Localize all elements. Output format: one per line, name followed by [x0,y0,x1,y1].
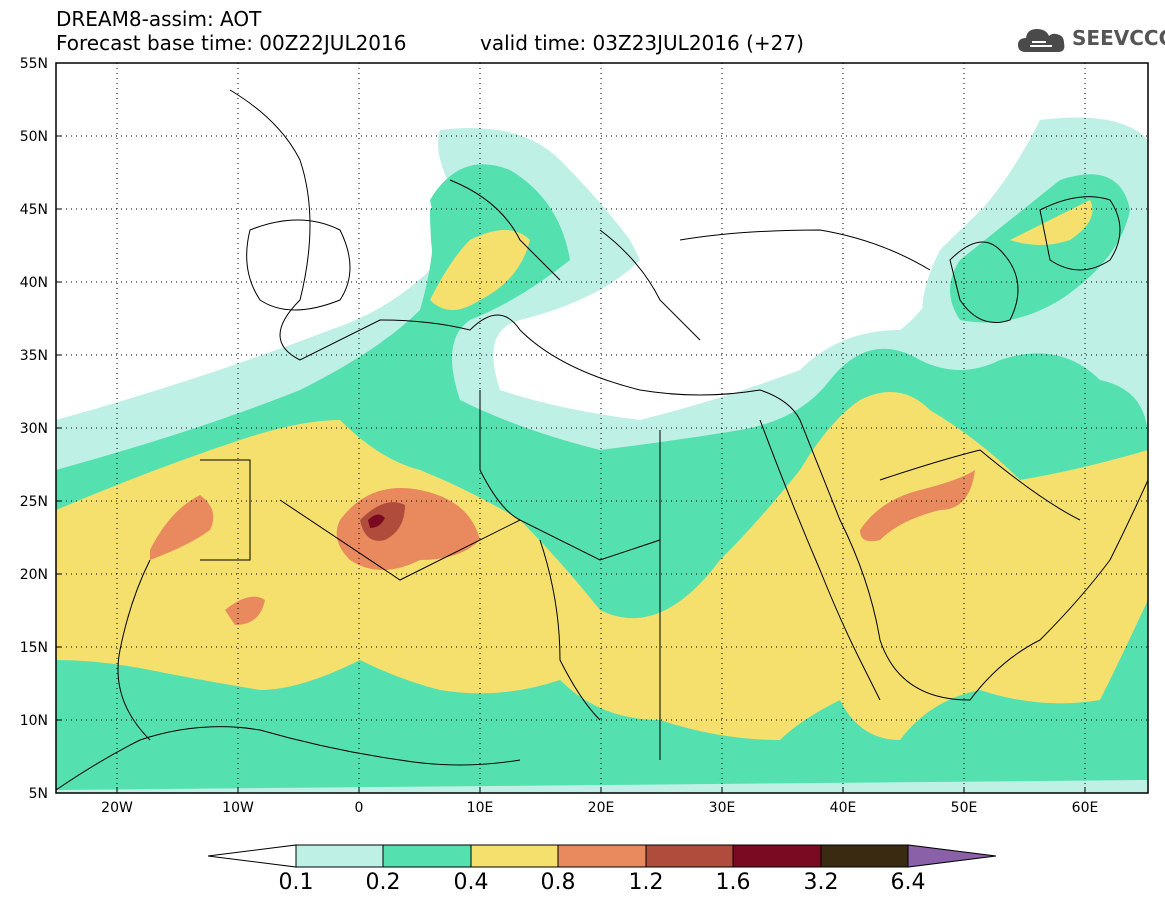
logo-text: SEEVCCC [1072,26,1165,50]
colorbar-label: 0.4 [453,870,489,895]
valid-time: valid time: 03Z23JUL2016 (+27) [480,31,804,55]
colorbar-segment [295,844,384,868]
lat-label: 30N [20,421,48,437]
colorbar-label: 0.1 [278,870,314,895]
colorbar-label: 1.6 [715,870,751,895]
lat-label: 45N [20,202,48,218]
graticule [56,63,1148,793]
aot-band-0.8-arabia [860,470,975,542]
lat-label: 20N [20,567,48,583]
lon-label: 20W [101,800,133,816]
colorbar-under-arrow [207,844,297,868]
lat-label: 15N [20,640,48,656]
lat-label: 55N [20,56,48,72]
colorbar-label: 6.4 [890,870,926,895]
lon-label: 0 [355,800,364,816]
lon-label: 60E [1072,800,1099,816]
coastlines [56,89,1148,791]
cloud-icon [1018,29,1065,52]
colorbar-label: 0.2 [365,870,401,895]
aot-band-0.8-mauritania [150,495,214,560]
lon-label: 10W [222,800,254,816]
lat-label: 10N [20,713,48,729]
aot-band-0.4 [56,392,1148,740]
colorbar-segment [645,844,734,868]
lon-axis: 20W 10W 0 10E 20E 30E 40E 50E 60E [101,787,1098,816]
aot-band-1.2-hoggar-core [368,514,385,528]
lon-label: 40E [830,800,857,816]
seevccc-logo: SEEVCCC [1016,22,1165,58]
colorbar-label: 3.2 [803,870,839,895]
lon-label: 30E [709,800,736,816]
lat-label: 35N [20,348,48,364]
aot-band-0.8-hoggar [336,488,480,570]
colorbar-segment [557,844,647,868]
lat-label: 40N [20,275,48,291]
aot-band-0.8-mali [225,596,265,625]
colorbar-segment [470,844,559,868]
map-title: DREAM8-assim: AOT [56,7,262,31]
colorbar-segment [382,844,472,868]
colorbar [207,844,997,868]
colorbar-label: 0.8 [540,870,576,895]
colorbar-over-arrow [907,844,997,868]
aot-band-0.4-caspian [1010,200,1093,245]
colorbar-segment [732,844,822,868]
colorbar-segment [820,844,909,868]
lon-label: 50E [951,800,978,816]
lat-label: 25N [20,494,48,510]
colorbar-label: 1.2 [628,870,664,895]
lat-label: 50N [20,129,48,145]
lat-label: 5N [29,786,48,802]
lon-label: 20E [588,800,615,816]
forecast-base-time: Forecast base time: 00Z22JUL2016 [56,31,407,55]
aot-band-0.4-sardinia [430,230,530,310]
lat-axis: 55N 50N 45N 40N 35N 30N 25N 20N 15N 10N … [20,56,62,802]
lon-label: 10E [467,800,494,816]
